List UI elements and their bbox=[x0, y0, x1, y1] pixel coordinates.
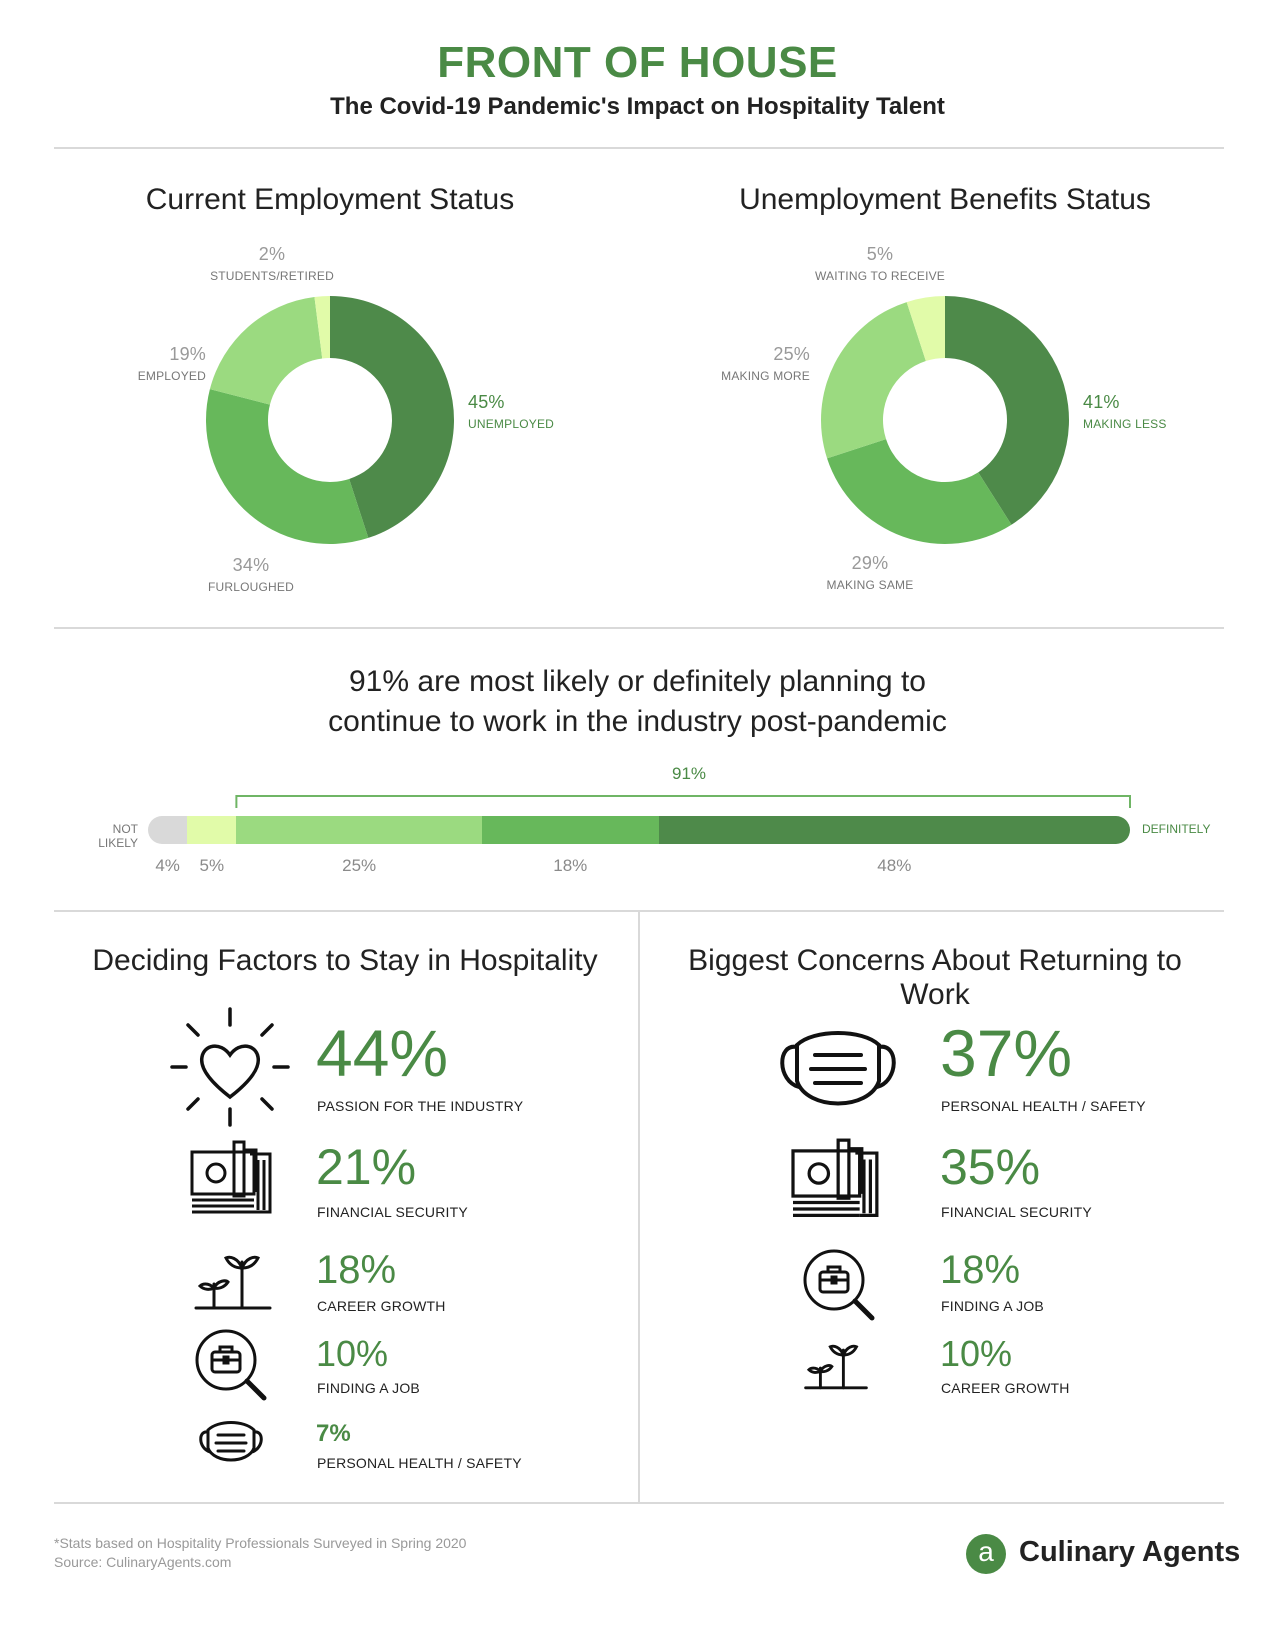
bar-left-label: NOT LIKELY bbox=[98, 822, 138, 850]
slice-name: EMPLOYED bbox=[137, 369, 206, 383]
employment-chart-title: Current Employment Status bbox=[145, 183, 515, 216]
page-title: FRONT OF HOUSE bbox=[437, 38, 838, 87]
donut-slice-employed bbox=[209, 296, 323, 405]
mask-icon bbox=[780, 1031, 896, 1106]
concerns-title: Biggest Concerns About Returning to Work bbox=[688, 944, 1182, 1011]
column-divider bbox=[638, 910, 640, 1502]
survey-note: *Stats based on Hospitality Professional… bbox=[54, 1535, 467, 1551]
concern-pct: 10% bbox=[940, 1333, 1013, 1374]
brand-logo-icon: a bbox=[966, 1534, 1006, 1574]
job-search-icon bbox=[803, 1249, 875, 1321]
slice-pct: 25% bbox=[773, 344, 810, 364]
slice-pct: 41% bbox=[1083, 392, 1120, 412]
bar-segment-label: 5% bbox=[199, 856, 225, 875]
slice-pct: 19% bbox=[169, 344, 206, 364]
bar-segment bbox=[148, 816, 188, 844]
slice-label-making-less: 41% MAKING LESS bbox=[1083, 392, 1167, 431]
concern-label: FINDING A JOB bbox=[941, 1298, 1044, 1314]
bar-segment-label: 4% bbox=[155, 856, 180, 875]
slice-name: FURLOUGHED bbox=[207, 580, 294, 594]
donut-slice-making-less bbox=[945, 296, 1069, 525]
slice-label-unemployed: 45% UNEMPLOYED bbox=[468, 392, 554, 431]
donut-slice-making-same bbox=[827, 439, 1012, 544]
concern-label: CAREER GROWTH bbox=[941, 1380, 1070, 1396]
slice-pct: 5% bbox=[866, 244, 894, 264]
bar-right-label: DEFINITELY bbox=[1142, 822, 1211, 836]
slice-name: MAKING LESS bbox=[1083, 417, 1167, 431]
money-icon bbox=[190, 1140, 272, 1214]
slice-name: MAKING SAME bbox=[826, 578, 914, 592]
slice-label-making-same: 29% MAKING SAME bbox=[815, 553, 925, 592]
factor-label: PERSONAL HEALTH / SAFETY bbox=[317, 1455, 522, 1471]
slice-pct: 29% bbox=[851, 553, 889, 573]
headline-line-2: continue to work in the industry post-pa… bbox=[328, 705, 947, 738]
bar-segment bbox=[481, 816, 659, 844]
factor-pct: 7% bbox=[316, 1420, 351, 1447]
slice-label-furloughed: 34% FURLOUGHED bbox=[196, 555, 306, 594]
bracket bbox=[235, 795, 1131, 808]
benefits-donut-chart bbox=[821, 296, 1069, 544]
divider bbox=[54, 627, 1224, 629]
bar-segment bbox=[187, 816, 237, 844]
money-icon bbox=[791, 1138, 879, 1218]
donut-slice-waiting-to-receive bbox=[906, 296, 945, 362]
concern-pct: 35% bbox=[940, 1139, 1041, 1195]
factor-pct: 21% bbox=[316, 1139, 417, 1195]
donut-slice-unemployed bbox=[330, 296, 455, 538]
benefits-chart-title: Unemployment Benefits Status bbox=[739, 183, 1151, 216]
bar-segment-label: 48% bbox=[877, 856, 912, 875]
donut-slice-making-more bbox=[821, 302, 926, 459]
heart-icon bbox=[170, 1007, 290, 1127]
factor-pct: 18% bbox=[316, 1248, 397, 1292]
source-note: Source: CulinaryAgents.com bbox=[54, 1554, 232, 1570]
donut-slice-students-retired bbox=[314, 296, 330, 359]
mask-icon bbox=[199, 1421, 263, 1462]
slice-name: STUDENTS/RETIRED bbox=[210, 269, 334, 283]
bar-segment-label: 25% bbox=[342, 856, 377, 875]
slice-name: UNEMPLOYED bbox=[468, 417, 555, 431]
factor-label: FINDING A JOB bbox=[317, 1380, 420, 1396]
deciding-factors-title: Deciding Factors to Stay in Hospitality bbox=[92, 944, 598, 977]
slice-label-employed: 19% EMPLOYED bbox=[126, 344, 206, 383]
concern-pct: 37% bbox=[940, 1016, 1073, 1090]
bracket-label: 91% bbox=[671, 764, 707, 783]
factor-label: CAREER GROWTH bbox=[317, 1298, 446, 1314]
page-subtitle: The Covid-19 Pandemic's Impact on Hospit… bbox=[330, 93, 945, 120]
factor-label: PASSION FOR THE INDUSTRY bbox=[317, 1098, 524, 1114]
slice-name: MAKING MORE bbox=[721, 369, 810, 383]
bar-segment bbox=[236, 816, 482, 844]
donut-slice-furloughed bbox=[205, 389, 369, 544]
headline-line-1: 91% are most likely or definitely planni… bbox=[349, 665, 926, 698]
sprout-icon bbox=[194, 1255, 272, 1310]
slice-pct: 45% bbox=[468, 392, 505, 412]
slice-label-making-more: 25% MAKING MORE bbox=[700, 344, 810, 383]
slice-pct: 34% bbox=[232, 555, 270, 575]
concern-label: FINANCIAL SECURITY bbox=[941, 1204, 1092, 1220]
bar-segment bbox=[658, 816, 1130, 844]
job-search-icon bbox=[195, 1329, 267, 1401]
divider bbox=[54, 1502, 1224, 1504]
concern-pct: 18% bbox=[940, 1248, 1021, 1292]
slice-name: WAITING TO RECEIVE bbox=[814, 269, 946, 283]
footnote: *Stats based on Hospitality Professional… bbox=[54, 1534, 466, 1572]
divider bbox=[54, 147, 1224, 149]
slice-pct: 2% bbox=[258, 244, 286, 264]
factor-pct: 10% bbox=[316, 1333, 389, 1374]
bar-segment-label: 18% bbox=[553, 856, 588, 875]
slice-label-waiting: 5% WAITING TO RECEIVE bbox=[810, 244, 950, 283]
factor-pct: 44% bbox=[316, 1016, 449, 1090]
brand-name: Culinary Agents bbox=[1019, 1536, 1241, 1568]
sprout-icon bbox=[804, 1344, 868, 1390]
factor-label: FINANCIAL SECURITY bbox=[317, 1204, 468, 1220]
concern-label: PERSONAL HEALTH / SAFETY bbox=[941, 1098, 1146, 1114]
employment-donut-chart bbox=[205, 296, 455, 544]
headline: 91% are most likely or definitely planni… bbox=[0, 662, 1275, 742]
slice-label-students: 2% STUDENTS/RETIRED bbox=[202, 244, 342, 283]
